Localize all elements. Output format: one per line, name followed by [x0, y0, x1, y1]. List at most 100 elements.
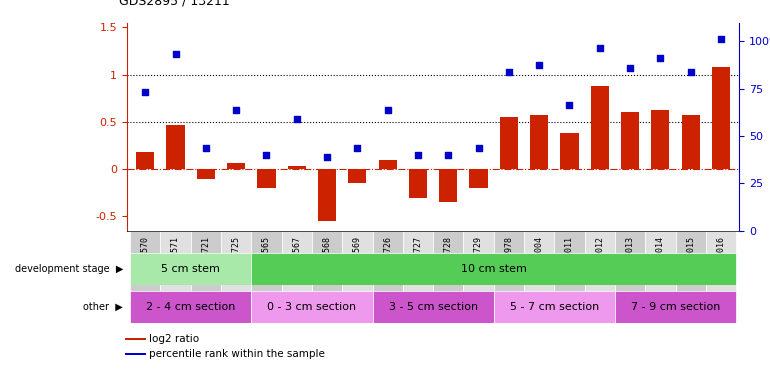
- Bar: [348, 169, 367, 183]
- Text: GSM36012: GSM36012: [595, 236, 604, 276]
- Text: GSM35726: GSM35726: [383, 236, 392, 276]
- Bar: [373, 291, 494, 322]
- Text: GSM35570: GSM35570: [141, 236, 149, 276]
- Point: [564, 102, 576, 108]
- Text: GSM36014: GSM36014: [656, 236, 665, 276]
- Bar: [615, 231, 645, 302]
- Point: [473, 146, 485, 152]
- Bar: [379, 160, 397, 169]
- Bar: [530, 115, 548, 169]
- Bar: [282, 231, 312, 302]
- Text: 10 cm stem: 10 cm stem: [460, 264, 527, 274]
- Bar: [197, 169, 215, 178]
- Text: GSM35727: GSM35727: [413, 236, 423, 276]
- Text: other  ▶: other ▶: [83, 302, 123, 312]
- Text: 5 cm stem: 5 cm stem: [161, 264, 220, 274]
- Bar: [251, 253, 736, 285]
- Bar: [706, 231, 736, 302]
- Bar: [561, 133, 578, 169]
- Point: [290, 116, 303, 122]
- Bar: [403, 231, 433, 302]
- Text: development stage  ▶: development stage ▶: [15, 264, 123, 274]
- Point: [533, 62, 545, 68]
- Point: [321, 154, 333, 160]
- Bar: [591, 86, 609, 169]
- Bar: [251, 231, 282, 302]
- Text: 3 - 5 cm section: 3 - 5 cm section: [389, 302, 477, 312]
- Text: GSM35568: GSM35568: [323, 236, 332, 276]
- Bar: [524, 231, 554, 302]
- Bar: [136, 152, 154, 169]
- Text: GSM36004: GSM36004: [534, 236, 544, 276]
- Bar: [433, 231, 464, 302]
- Bar: [675, 231, 706, 302]
- Bar: [126, 339, 146, 340]
- Text: log2 ratio: log2 ratio: [149, 334, 199, 345]
- Text: GSM35978: GSM35978: [504, 236, 514, 276]
- Text: 0 - 3 cm section: 0 - 3 cm section: [267, 302, 357, 312]
- Text: 2 - 4 cm section: 2 - 4 cm section: [146, 302, 236, 312]
- Bar: [130, 231, 160, 302]
- Text: GSM36013: GSM36013: [625, 236, 634, 276]
- Bar: [554, 231, 584, 302]
- Bar: [126, 353, 146, 356]
- Point: [199, 146, 212, 152]
- Point: [351, 146, 363, 152]
- Bar: [130, 291, 251, 322]
- Bar: [464, 231, 494, 302]
- Bar: [373, 231, 403, 302]
- Point: [260, 152, 273, 158]
- Bar: [681, 115, 700, 169]
- Bar: [251, 291, 373, 322]
- Bar: [257, 169, 276, 188]
- Text: percentile rank within the sample: percentile rank within the sample: [149, 349, 325, 359]
- Text: 5 - 7 cm section: 5 - 7 cm section: [510, 302, 599, 312]
- Point: [442, 152, 454, 158]
- Text: GDS2895 / 13211: GDS2895 / 13211: [119, 0, 230, 8]
- Bar: [221, 231, 251, 302]
- Bar: [584, 231, 615, 302]
- Bar: [470, 169, 487, 188]
- Bar: [166, 124, 185, 169]
- Point: [139, 88, 152, 94]
- Text: GSM35729: GSM35729: [474, 236, 483, 276]
- Bar: [621, 112, 639, 169]
- Bar: [227, 162, 245, 169]
- Bar: [712, 67, 730, 169]
- Bar: [288, 166, 306, 169]
- Point: [715, 36, 727, 42]
- Bar: [439, 169, 457, 202]
- Text: GSM36015: GSM36015: [686, 236, 695, 276]
- Bar: [494, 231, 524, 302]
- Text: GSM35728: GSM35728: [444, 236, 453, 276]
- Text: 7 - 9 cm section: 7 - 9 cm section: [631, 302, 720, 312]
- Text: GSM35721: GSM35721: [201, 236, 210, 276]
- Bar: [651, 110, 669, 169]
- Text: GSM35569: GSM35569: [353, 236, 362, 276]
- Bar: [409, 169, 427, 198]
- Bar: [130, 253, 251, 285]
- Text: GSM35571: GSM35571: [171, 236, 180, 276]
- Bar: [494, 291, 615, 322]
- Point: [594, 45, 606, 51]
- Point: [654, 54, 667, 60]
- Point: [381, 108, 393, 114]
- Bar: [318, 169, 336, 221]
- Bar: [645, 231, 675, 302]
- Text: GSM35567: GSM35567: [293, 236, 301, 276]
- Point: [624, 65, 636, 71]
- Text: GSM35725: GSM35725: [232, 236, 241, 276]
- Bar: [191, 231, 221, 302]
- Text: GSM36016: GSM36016: [717, 236, 725, 276]
- Point: [230, 106, 243, 112]
- Bar: [312, 231, 342, 302]
- Text: GSM35565: GSM35565: [262, 236, 271, 276]
- Bar: [500, 117, 518, 169]
- Bar: [160, 231, 191, 302]
- Point: [169, 51, 182, 57]
- Point: [503, 69, 515, 75]
- Point: [412, 152, 424, 158]
- Text: GSM36011: GSM36011: [565, 236, 574, 276]
- Bar: [615, 291, 736, 322]
- Bar: [342, 231, 373, 302]
